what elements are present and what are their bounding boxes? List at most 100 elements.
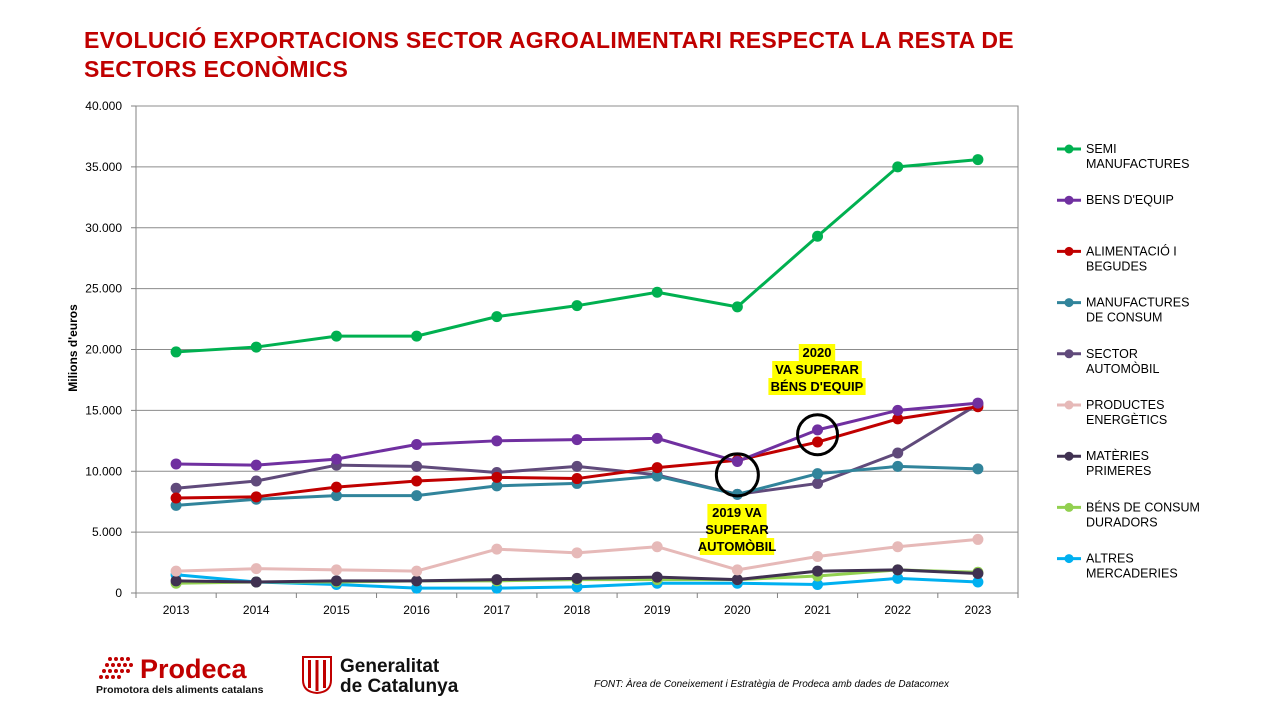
data-point <box>812 578 824 590</box>
legend-swatch-marker <box>1064 400 1074 410</box>
data-point <box>491 574 503 586</box>
data-point <box>972 154 984 166</box>
legend-swatch-marker <box>1064 349 1074 359</box>
legend-label: AUTOMÒBIL <box>1086 361 1159 376</box>
generalitat-line2: de Catalunya <box>340 676 459 697</box>
legend-label: MANUFACTURES <box>1086 157 1189 171</box>
data-point <box>330 453 342 465</box>
data-point <box>892 413 904 425</box>
data-point <box>491 435 503 447</box>
data-point <box>250 475 262 487</box>
legend-label: BEGUDES <box>1086 259 1147 273</box>
annotation-highlight <box>707 504 767 521</box>
data-point <box>651 571 663 583</box>
annotation-circle-1 <box>796 413 840 457</box>
series-line <box>175 158 979 354</box>
annotation-label-2019: 2019 VA SUPERAR AUTOMÒBIL <box>698 504 776 555</box>
senyera-shield-icon <box>302 656 332 694</box>
data-point <box>571 473 583 485</box>
data-point <box>250 341 262 353</box>
data-point <box>812 565 824 577</box>
data-point <box>250 491 262 503</box>
legend-label: ALTRES <box>1086 552 1134 566</box>
data-point <box>170 482 182 494</box>
x-tick-label: 2017 <box>483 603 510 617</box>
annotation-highlight <box>798 344 836 361</box>
data-point <box>892 564 904 576</box>
legend-label: SECTOR <box>1086 347 1138 361</box>
data-point <box>571 460 583 472</box>
x-tick-label: 2013 <box>163 603 190 617</box>
data-point <box>812 436 824 448</box>
data-point <box>812 230 824 242</box>
data-point <box>411 438 423 450</box>
legend-label: PRODUCTES <box>1086 398 1164 412</box>
annotation-label-2020: 2020 VA SUPERAR BÉNS D'EQUIP <box>768 344 866 395</box>
y-tick-label: 5.000 <box>92 525 122 539</box>
legend-label: MANUFACTURES <box>1086 296 1189 310</box>
source-note: FONT: Àrea de Coneixement i Estratègia d… <box>594 679 949 690</box>
data-point <box>731 574 743 586</box>
annotation-text: SUPERAR <box>705 522 769 537</box>
data-point <box>250 563 262 575</box>
annotation-highlight <box>772 361 862 378</box>
legend-swatch-marker <box>1064 246 1074 256</box>
data-point <box>892 161 904 173</box>
x-tick-label: 2018 <box>564 603 591 617</box>
data-point <box>731 564 743 576</box>
data-point <box>330 575 342 587</box>
x-tick-label: 2016 <box>403 603 430 617</box>
series-1 <box>170 154 984 358</box>
data-point <box>972 397 984 409</box>
y-tick-label: 40.000 <box>85 99 122 113</box>
legend-swatch-marker <box>1064 451 1074 461</box>
data-point <box>411 490 423 502</box>
annotation-text: BÉNS D'EQUIP <box>771 379 864 394</box>
data-point <box>812 468 824 480</box>
annotation-circle-2 <box>714 452 760 498</box>
legend-swatch-marker <box>1064 195 1074 205</box>
data-point <box>491 480 503 492</box>
prodeca-dots-icon <box>99 657 133 679</box>
data-point <box>411 575 423 587</box>
data-point <box>812 477 824 489</box>
series-3 <box>170 401 984 504</box>
legend-label: BÉNS DE CONSUM <box>1086 499 1200 514</box>
legend-label: DE CONSUM <box>1086 311 1162 325</box>
data-point <box>651 470 663 482</box>
legend-swatch-marker <box>1064 554 1074 564</box>
data-point <box>892 460 904 472</box>
series-2 <box>170 397 984 471</box>
data-point <box>972 533 984 545</box>
legend-label: DURADORS <box>1086 515 1158 529</box>
y-axis-label: Milions d'euros <box>66 304 80 392</box>
data-point <box>571 300 583 312</box>
data-point <box>411 330 423 342</box>
annotation-text: VA SUPERAR <box>775 362 859 377</box>
y-tick-label: 15.000 <box>85 403 122 417</box>
data-point <box>731 456 743 468</box>
legend-swatch-marker <box>1064 298 1074 308</box>
legend-label: ENERGÈTICS <box>1086 412 1167 427</box>
data-point <box>571 572 583 584</box>
annotations: 2020 VA SUPERAR BÉNS D'EQUIP 2019 VA SUPERAR… <box>698 344 866 555</box>
x-tick-label: 2019 <box>644 603 671 617</box>
x-axis-ticks: 2013 2014 2015 2016 2017 2018 2019 2020 2021 2022… <box>135 593 1019 617</box>
x-tick-label: 2020 <box>724 603 751 617</box>
y-tick-label: 25.000 <box>85 282 122 296</box>
data-point <box>491 543 503 555</box>
data-point <box>731 301 743 313</box>
chart-title: EVOLUCIÓ EXPORTACIONS SECTOR AGROALIMENT… <box>84 27 1014 82</box>
data-point <box>892 447 904 459</box>
x-tick-label: 2015 <box>323 603 350 617</box>
y-tick-label: 20.000 <box>85 343 122 357</box>
series-7 <box>170 564 984 588</box>
prodeca-tagline: Promotora dels aliments catalans <box>96 684 264 696</box>
x-tick-label: 2023 <box>965 603 992 617</box>
